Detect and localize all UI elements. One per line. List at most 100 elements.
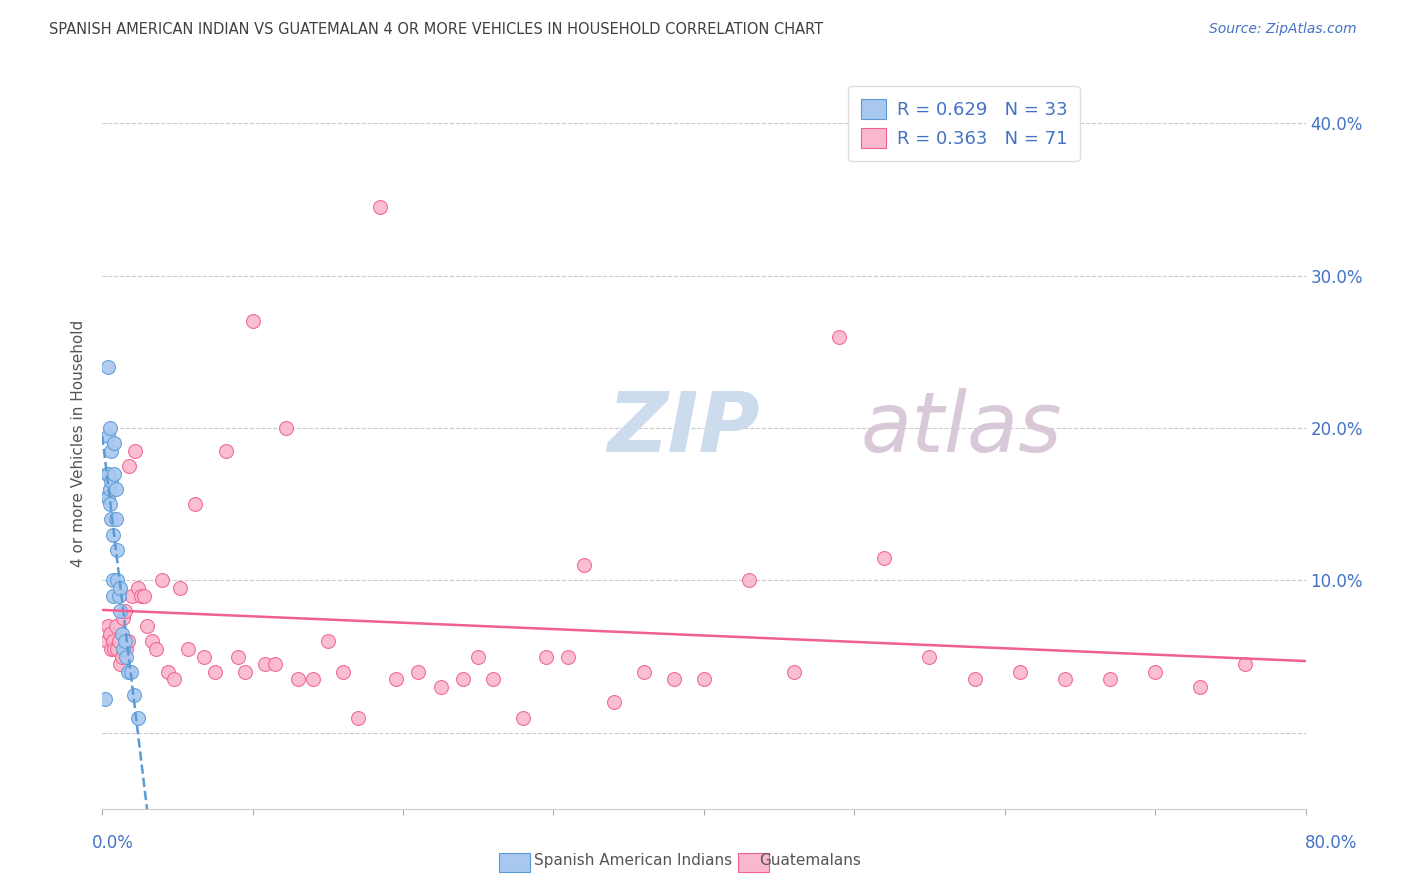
Text: Guatemalans: Guatemalans: [759, 854, 860, 868]
Point: [101, 574, 124, 588]
Point: [1008, 665, 1031, 679]
Point: [783, 665, 806, 679]
Point: [274, 421, 297, 435]
Point: [184, 497, 207, 511]
Text: Source: ZipAtlas.com: Source: ZipAtlas.com: [1209, 22, 1357, 37]
Point: [557, 649, 579, 664]
Point: [662, 673, 685, 687]
Point: [104, 512, 127, 526]
Point: [110, 581, 132, 595]
Point: [633, 665, 655, 679]
Point: [347, 710, 370, 724]
Point: [94, 692, 117, 706]
Point: [114, 604, 136, 618]
Point: [98, 626, 121, 640]
Point: [134, 589, 156, 603]
Point: [115, 642, 138, 657]
Point: [163, 673, 186, 687]
Point: [97, 428, 120, 442]
Point: [101, 634, 124, 648]
Point: [242, 314, 264, 328]
Point: [120, 665, 142, 679]
Point: [233, 665, 256, 679]
Point: [145, 642, 167, 657]
Point: [111, 649, 134, 664]
Point: [1144, 665, 1167, 679]
Point: [141, 634, 163, 648]
Point: [96, 634, 118, 648]
Text: 80.0%: 80.0%: [1305, 834, 1357, 852]
Point: [107, 589, 129, 603]
Point: [98, 421, 121, 435]
Point: [98, 497, 121, 511]
Point: [112, 611, 135, 625]
Point: [482, 673, 505, 687]
Point: [101, 527, 124, 541]
Point: [253, 657, 276, 672]
Point: [451, 673, 474, 687]
Point: [100, 512, 122, 526]
Point: [429, 680, 451, 694]
Point: [738, 574, 761, 588]
Point: [169, 581, 191, 595]
Point: [97, 490, 120, 504]
Point: [117, 665, 139, 679]
Point: [111, 626, 134, 640]
Point: [1053, 673, 1076, 687]
Point: [103, 467, 125, 481]
Point: [226, 649, 249, 664]
Point: [97, 359, 120, 374]
Point: [332, 665, 354, 679]
Point: [301, 673, 323, 687]
Point: [104, 619, 127, 633]
Point: [193, 649, 215, 664]
Point: [177, 642, 200, 657]
Point: [107, 634, 129, 648]
Point: [115, 649, 138, 664]
Point: [118, 459, 141, 474]
Point: [103, 436, 125, 450]
Point: [384, 673, 406, 687]
Point: [828, 329, 851, 343]
Legend: R = 0.629   N = 33, R = 0.363   N = 71: R = 0.629 N = 33, R = 0.363 N = 71: [848, 87, 1080, 161]
Point: [534, 649, 557, 664]
Point: [1189, 680, 1212, 694]
Point: [110, 657, 132, 672]
Point: [96, 467, 118, 481]
Point: [112, 642, 135, 657]
Point: [103, 642, 125, 657]
Point: [124, 443, 146, 458]
Point: [287, 673, 309, 687]
Point: [572, 558, 595, 573]
Point: [136, 619, 159, 633]
Point: [105, 642, 128, 657]
Point: [1234, 657, 1257, 672]
Point: [105, 574, 128, 588]
Point: [918, 649, 941, 664]
Text: Spanish American Indians: Spanish American Indians: [534, 854, 733, 868]
Point: [512, 710, 534, 724]
Point: [127, 710, 149, 724]
Text: SPANISH AMERICAN INDIAN VS GUATEMALAN 4 OR MORE VEHICLES IN HOUSEHOLD CORRELATIO: SPANISH AMERICAN INDIAN VS GUATEMALAN 4 …: [49, 22, 824, 37]
Text: 0.0%: 0.0%: [91, 834, 134, 852]
Point: [97, 619, 120, 633]
Point: [110, 604, 132, 618]
Point: [873, 550, 896, 565]
Point: [602, 695, 624, 709]
Point: [150, 574, 173, 588]
Point: [127, 581, 149, 595]
Text: atlas: atlas: [860, 388, 1062, 469]
Point: [122, 688, 145, 702]
Point: [101, 589, 124, 603]
Point: [406, 665, 429, 679]
Point: [100, 642, 122, 657]
Point: [104, 482, 127, 496]
Point: [157, 665, 180, 679]
Point: [370, 200, 392, 214]
Point: [96, 490, 118, 504]
Point: [693, 673, 716, 687]
Point: [97, 467, 120, 481]
Point: [264, 657, 287, 672]
Text: ZIP: ZIP: [607, 388, 761, 469]
Point: [105, 542, 128, 557]
